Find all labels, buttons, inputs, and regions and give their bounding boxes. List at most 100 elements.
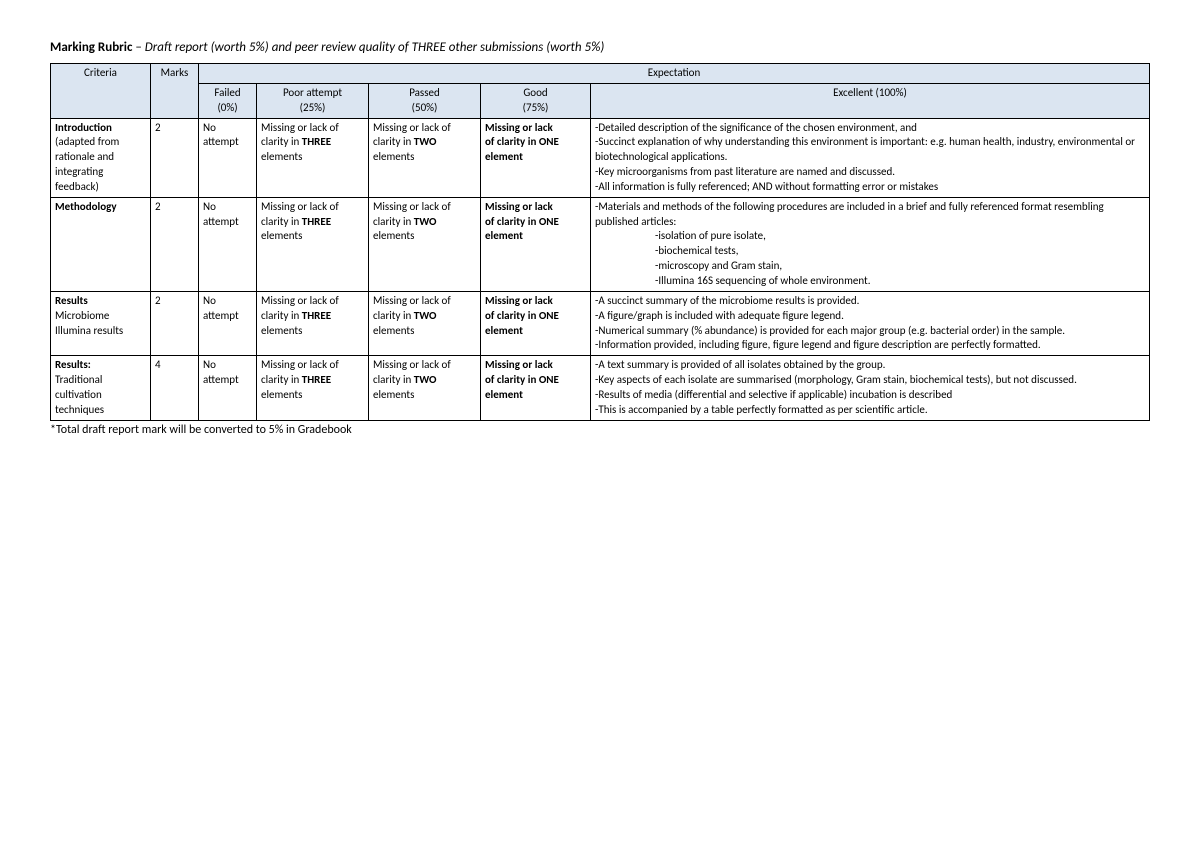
failed-cell: No attempt [199, 291, 257, 355]
text-bold: element [485, 150, 586, 165]
text-bold: Missing or lack [485, 294, 586, 309]
text-bold: THREE [302, 309, 331, 322]
text: of clarity in [485, 373, 539, 386]
text: ONE [539, 135, 559, 148]
text: ONE [539, 215, 559, 228]
text-bold: element [485, 388, 586, 403]
criteria-cell: Results:Traditional cultivation techniqu… [51, 356, 151, 420]
text: of clarity in [485, 135, 539, 148]
criteria-cell: Introduction(adapted from rationale and … [51, 118, 151, 197]
failed-cell: No attempt [199, 356, 257, 420]
excellent-line: -Information provided, including figure,… [595, 338, 1145, 353]
passed-cell: Missing or lack of clarity in TWO elemen… [369, 291, 481, 355]
text: of clarity in [485, 309, 539, 322]
good-cell: Missing or lackof clarity in ONEelement [481, 291, 591, 355]
text: Missing or lack of clarity in [373, 200, 451, 228]
excellent-indent-line: -biochemical tests, [595, 244, 1145, 259]
header-row-2: Failed (0%) Poor attempt (25%) Passed (5… [51, 83, 1150, 118]
text-bold: THREE [302, 135, 331, 148]
level-label: Passed [409, 86, 440, 99]
criteria-first: Introduction [55, 121, 146, 136]
excellent-line: -A succinct summary of the microbiome re… [595, 294, 1145, 309]
good-cell: Missing or lackof clarity in ONEelement [481, 197, 591, 291]
level-label: Poor attempt [283, 86, 342, 99]
marks-cell: 2 [151, 118, 199, 197]
marks-cell: 2 [151, 197, 199, 291]
excellent-line: -A text summary is provided of all isola… [595, 358, 1145, 373]
text-bold: Missing or lack [485, 358, 586, 373]
text: elements [261, 388, 302, 401]
col-expectation: Expectation [199, 64, 1150, 84]
table-row: Introduction(adapted from rationale and … [51, 118, 1150, 197]
page: Marking Rubric – Draft report (worth 5%)… [0, 0, 1200, 477]
title-sep: – [132, 40, 144, 55]
title-italic: Draft report (worth 5%) and peer review … [145, 40, 605, 55]
level-label: Excellent (100%) [833, 86, 907, 99]
excellent-cell: -Materials and methods of the following … [591, 197, 1150, 291]
criteria-rest: Traditional cultivation techniques [55, 373, 104, 416]
text: elements [373, 324, 414, 337]
text: of clarity in [485, 215, 539, 228]
excellent-line: -Key aspects of each isolate are summari… [595, 373, 1145, 388]
excellent-line: -Detailed description of the significanc… [595, 121, 1145, 136]
text: elements [261, 150, 302, 163]
criteria-first: Methodology [55, 200, 146, 215]
text-bold: element [485, 229, 586, 244]
table-row: Results:Traditional cultivation techniqu… [51, 356, 1150, 420]
rubric-table: Criteria Marks Expectation Failed (0%) P… [50, 63, 1150, 421]
marks-cell: 4 [151, 356, 199, 420]
title-bold: Marking Rubric [50, 40, 132, 55]
excellent-cell: -Detailed description of the significanc… [591, 118, 1150, 197]
text: elements [261, 324, 302, 337]
criteria-rest: (adapted from rationale and integrating … [55, 135, 119, 193]
text: elements [373, 150, 414, 163]
excellent-line: -Numerical summary (% abundance) is prov… [595, 324, 1145, 339]
excellent-line: -Results of media (differential and sele… [595, 388, 1145, 403]
excellent-indent-line: -isolation of pure isolate, [595, 229, 1145, 244]
level-pct: (0%) [217, 101, 237, 114]
level-pct: (25%) [300, 101, 326, 114]
footnote: *Total draft report mark will be convert… [50, 423, 1150, 437]
level-pct: (75%) [523, 101, 549, 114]
excellent-cell: -A text summary is provided of all isola… [591, 356, 1150, 420]
text: ONE [539, 373, 559, 386]
criteria-first: Results [55, 294, 146, 309]
poor-cell: Missing or lack of clarity in THREE elem… [257, 118, 369, 197]
excellent-cell: -A succinct summary of the microbiome re… [591, 291, 1150, 355]
excellent-line: -Key microorganisms from past literature… [595, 165, 1145, 180]
text-bold: element [485, 324, 586, 339]
poor-cell: Missing or lack of clarity in THREE elem… [257, 356, 369, 420]
excellent-line: -Materials and methods of the following … [595, 200, 1145, 230]
excellent-line: -All information is fully referenced; AN… [595, 180, 1145, 195]
header-row-1: Criteria Marks Expectation [51, 64, 1150, 84]
poor-cell: Missing or lack of clarity in THREE elem… [257, 291, 369, 355]
table-row: Methodology2No attemptMissing or lack of… [51, 197, 1150, 291]
text: Missing or lack of clarity in [373, 121, 451, 149]
excellent-line: -Succinct explanation of why understandi… [595, 135, 1145, 165]
text-bold: Missing or lack [485, 200, 586, 215]
text-bold: of clarity in ONE [485, 135, 586, 150]
criteria-cell: ResultsMicrobiome Illumina results [51, 291, 151, 355]
col-passed: Passed (50%) [369, 83, 481, 118]
level-label: Good [523, 86, 547, 99]
text-bold: THREE [302, 373, 331, 386]
col-criteria: Criteria [51, 64, 151, 119]
col-good: Good (75%) [481, 83, 591, 118]
col-marks: Marks [151, 64, 199, 119]
text: Missing or lack of clarity in [373, 358, 451, 386]
col-poor: Poor attempt (25%) [257, 83, 369, 118]
criteria-rest: Microbiome Illumina results [55, 309, 123, 337]
good-cell: Missing or lackof clarity in ONEelement [481, 118, 591, 197]
text-bold: Missing or lack [485, 121, 586, 136]
level-pct: (50%) [412, 101, 438, 114]
col-excellent: Excellent (100%) [591, 83, 1150, 118]
text: elements [373, 229, 414, 242]
text-bold: TWO [414, 309, 437, 322]
excellent-indent-line: -Illumina 16S sequencing of whole enviro… [595, 274, 1145, 289]
text: elements [373, 388, 414, 401]
text-bold: TWO [414, 215, 437, 228]
col-failed: Failed (0%) [199, 83, 257, 118]
criteria-cell: Methodology [51, 197, 151, 291]
criteria-first: Results: [55, 358, 146, 373]
text-bold: of clarity in ONE [485, 215, 586, 230]
